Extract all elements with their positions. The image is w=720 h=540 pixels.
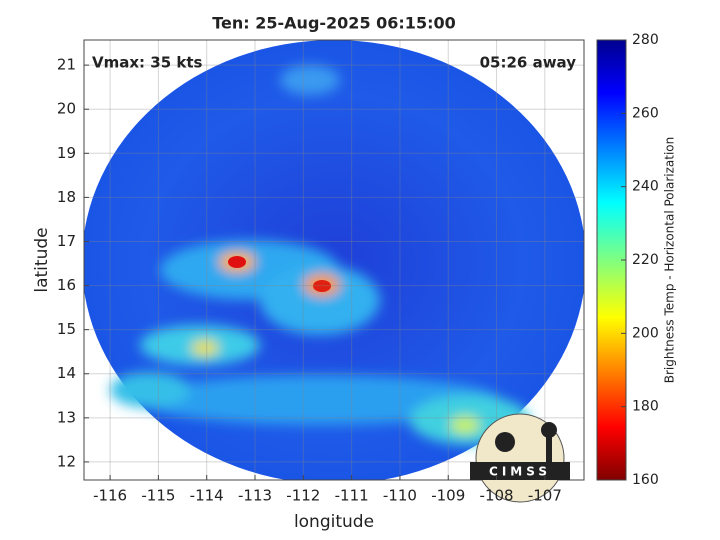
x-tick-label: -110 — [383, 487, 417, 505]
colorbar-tick-label: 240 — [632, 179, 659, 195]
grid — [84, 40, 584, 480]
y-tick-label: 17 — [57, 232, 76, 250]
time-annotation: 05:26 away — [480, 54, 577, 72]
x-tick-label: -113 — [238, 487, 272, 505]
x-tick-label: -112 — [286, 487, 320, 505]
x-axis-label: longitude — [294, 512, 374, 532]
x-tick-label: -108 — [480, 487, 514, 505]
title: Ten: 25-Aug-2025 06:15:00 — [212, 14, 455, 33]
y-tick-label: 21 — [57, 56, 76, 74]
y-tick-label: 15 — [57, 320, 76, 338]
cloud-features — [110, 65, 530, 445]
colorbar-tick-label: 280 — [632, 32, 659, 48]
x-tick-label: -115 — [141, 487, 175, 505]
x-tick-label: -116 — [93, 487, 127, 505]
colorbar-tick-label: 260 — [632, 105, 659, 121]
logo-text: CIMSS — [489, 465, 551, 479]
x-tick-label: -111 — [335, 487, 369, 505]
y-tick-label: 14 — [57, 364, 76, 382]
colorbar-tick-label: 200 — [632, 325, 659, 341]
y-axis-label: latitude — [32, 227, 52, 292]
cold-core — [228, 256, 246, 268]
colorbar-label: Brightness Temp - Horizontal Polarizatio… — [663, 137, 677, 384]
vmax-annotation: Vmax: 35 kts — [92, 54, 202, 72]
y-tick-label: 20 — [57, 100, 76, 118]
y-tick-label: 18 — [57, 188, 76, 206]
colorbar-tick-label: 180 — [632, 399, 659, 415]
cold-core — [313, 280, 331, 292]
y-tick-label: 12 — [57, 452, 76, 470]
x-tick-label: -107 — [528, 487, 562, 505]
y-tick-label: 19 — [57, 144, 76, 162]
y-tick-label: 13 — [57, 408, 76, 426]
y-tick-label: 16 — [57, 276, 76, 294]
x-tick-label: -109 — [431, 487, 465, 505]
x-tick-label: -114 — [190, 487, 224, 505]
colorbar-tick-label: 220 — [632, 252, 659, 268]
colorbar-tick-label: 160 — [632, 472, 659, 488]
plot-frame — [83, 39, 585, 481]
swath — [84, 40, 584, 480]
